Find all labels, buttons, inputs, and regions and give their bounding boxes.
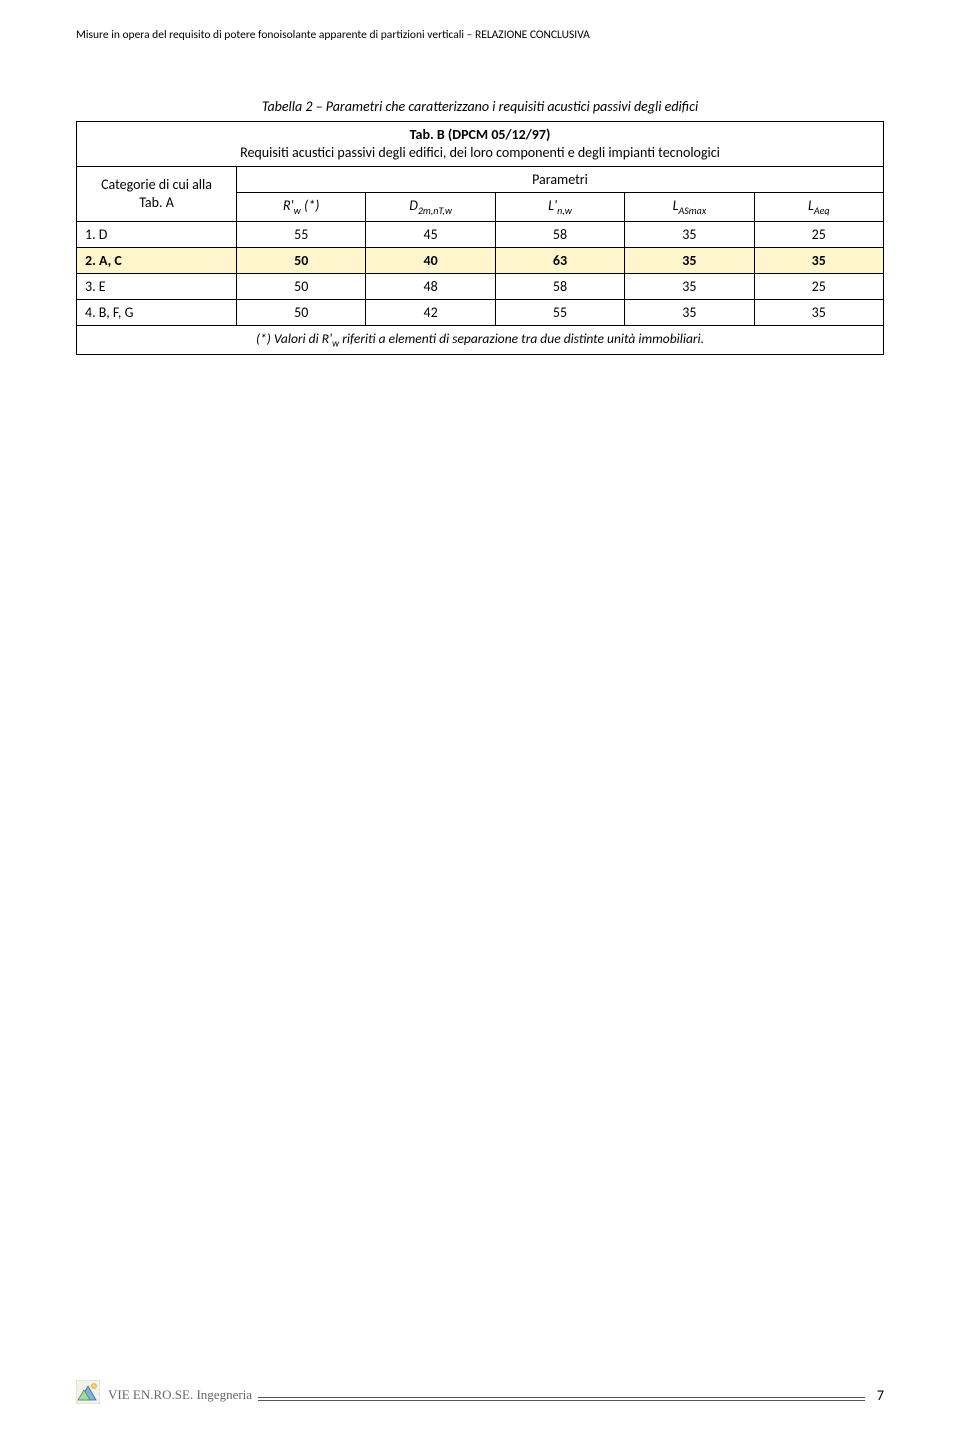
cell: 48 <box>366 274 495 300</box>
row-label: 4. B, F, G <box>77 300 237 326</box>
cell: 35 <box>754 300 883 326</box>
footnote-cell: (*) Valori di R'w riferiti a elementi di… <box>77 326 884 355</box>
footer-logo-icon <box>76 1380 100 1404</box>
param-header-cell: Parametri <box>237 167 884 193</box>
cell: 50 <box>237 248 366 274</box>
cell: 25 <box>754 222 883 248</box>
table-caption: Tabella 2 – Parametri che caratterizzano… <box>76 98 884 115</box>
cell: 58 <box>495 274 624 300</box>
cell: 63 <box>495 248 624 274</box>
page-number: 7 <box>865 1387 884 1404</box>
cell: 35 <box>625 248 754 274</box>
cell: 35 <box>754 248 883 274</box>
table-row-tab-b-header: Tab. B (DPCM 05/12/97) Requisiti acustic… <box>77 122 884 167</box>
table-row-header: Categorie di cui alla Tab. A Parametri <box>77 167 884 193</box>
cell: 35 <box>625 274 754 300</box>
cell: 40 <box>366 248 495 274</box>
row-label: 3. E <box>77 274 237 300</box>
tab-b-header-cell: Tab. B (DPCM 05/12/97) Requisiti acustic… <box>77 122 884 167</box>
col-lasmax: LASmax <box>625 193 754 222</box>
row-label: 2. A, C <box>77 248 237 274</box>
col-laeq: LAeq <box>754 193 883 222</box>
footer-left: VIE EN.RO.SE. Ingegneria <box>76 1380 865 1404</box>
cell: 42 <box>366 300 495 326</box>
tab-b-title: Tab. B (DPCM 05/12/97) <box>410 126 551 143</box>
cat-line2: Tab. A <box>139 194 174 211</box>
cell: 35 <box>625 300 754 326</box>
cell: 50 <box>237 300 366 326</box>
cell: 35 <box>625 222 754 248</box>
table-row: 4. B, F, G 50 42 55 35 35 <box>77 300 884 326</box>
col-rw: R'w (*) <box>237 193 366 222</box>
cell: 58 <box>495 222 624 248</box>
category-header-cell: Categorie di cui alla Tab. A <box>77 167 237 222</box>
row-label: 1. D <box>77 222 237 248</box>
cell: 45 <box>366 222 495 248</box>
cell: 55 <box>237 222 366 248</box>
table-row-footnote: (*) Valori di R'w riferiti a elementi di… <box>77 326 884 355</box>
page-header-text: Misure in opera del requisito di potere … <box>76 28 884 42</box>
cell: 25 <box>754 274 883 300</box>
table-row-highlighted: 2. A, C 50 40 63 35 35 <box>77 248 884 274</box>
parameters-table: Tab. B (DPCM 05/12/97) Requisiti acustic… <box>76 121 884 355</box>
cat-line1: Categorie di cui alla <box>101 176 212 193</box>
cell: 50 <box>237 274 366 300</box>
col-lnw: L'n,w <box>495 193 624 222</box>
table-row: 3. E 50 48 58 35 25 <box>77 274 884 300</box>
table-row: 1. D 55 45 58 35 25 <box>77 222 884 248</box>
footer-brand-text: VIE EN.RO.SE. Ingegneria <box>108 1387 865 1404</box>
page-footer: VIE EN.RO.SE. Ingegneria 7 <box>76 1380 884 1404</box>
col-d2m: D2m,nT,w <box>366 193 495 222</box>
tab-b-subtitle: Requisiti acustici passivi degli edifici… <box>240 144 720 161</box>
cell: 55 <box>495 300 624 326</box>
